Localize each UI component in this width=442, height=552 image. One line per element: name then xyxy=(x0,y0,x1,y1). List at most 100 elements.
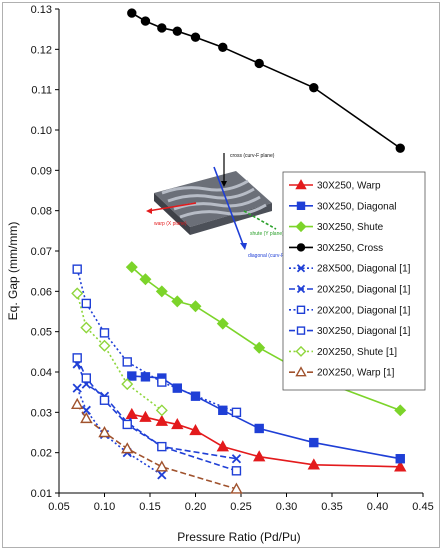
series-8 xyxy=(72,353,242,476)
legend-items: 30X250, Warp 30X250, Diagonal 30X250, Shut… xyxy=(289,179,411,379)
x-tick-label: 0.15 xyxy=(139,501,160,513)
data-point xyxy=(395,454,405,464)
data-point xyxy=(157,377,167,387)
data-point xyxy=(81,298,92,309)
data-point xyxy=(295,179,307,190)
data-point xyxy=(81,373,92,383)
data-point xyxy=(296,201,306,211)
data-point xyxy=(139,273,152,286)
data-point xyxy=(189,300,202,313)
legend-label: 28X500, Diagonal [1] xyxy=(317,264,411,275)
y-tick-label: 0.06 xyxy=(31,286,52,298)
data-point xyxy=(72,264,82,274)
data-point xyxy=(296,264,306,273)
mesh-edge-left xyxy=(154,193,190,235)
legend-label: 20X200, Diagonal [1] xyxy=(317,305,411,316)
data-point xyxy=(296,243,306,252)
y-tick-label: 0.07 xyxy=(31,246,52,258)
y-tick-label: 0.09 xyxy=(31,165,52,177)
legend-label: 30X250, Diagonal xyxy=(317,201,397,212)
data-point xyxy=(230,482,243,494)
data-point xyxy=(157,23,167,33)
y-tick-labels: 0.01 0.02 0.03 0.04 0.05 0.06 0.07 0.08 0.09 0.10… xyxy=(31,4,59,500)
x-tick-labels: 0.05 0.10 0.15 0.20 0.25 0.30 0.35 0.40 0.45 xyxy=(48,493,434,513)
data-point xyxy=(155,404,168,417)
data-point xyxy=(98,339,111,352)
y-tick-label: 0.03 xyxy=(31,407,52,419)
data-point xyxy=(155,460,169,472)
data-point xyxy=(218,42,228,53)
x-tick-label: 0.05 xyxy=(48,501,69,513)
legend-item: 20X200, Diagonal [1] xyxy=(289,305,411,316)
data-point xyxy=(122,419,132,430)
data-point xyxy=(121,378,134,391)
data-point xyxy=(121,442,134,454)
legend-label: 20X250, Shute [1] xyxy=(317,347,397,358)
data-point xyxy=(99,395,110,405)
pressure-ratio-gap-chart: 0.01 0.02 0.03 0.04 0.05 0.06 0.07 0.08 0.09 0.10… xyxy=(6,4,434,544)
x-tick-label: 0.40 xyxy=(367,501,388,513)
data-point xyxy=(231,466,242,476)
y-tick-label: 0.05 xyxy=(31,327,52,339)
legend-label: 30X250, Cross xyxy=(317,243,383,254)
data-point-stroke xyxy=(231,454,242,464)
data-point xyxy=(216,317,229,330)
series-line xyxy=(76,403,237,490)
data-point xyxy=(307,458,320,470)
data-point xyxy=(296,284,306,294)
data-point xyxy=(157,470,167,480)
inset-label-shute: shute (Y plane) xyxy=(250,231,284,237)
data-point xyxy=(190,32,201,42)
y-tick-label: 0.11 xyxy=(31,85,52,97)
data-point xyxy=(395,143,405,153)
mesh-wire-2 xyxy=(167,187,255,203)
data-point xyxy=(71,287,84,300)
warp-arrow xyxy=(147,202,197,212)
data-point xyxy=(253,450,266,462)
legend-item: 30X250, Cross xyxy=(289,243,383,254)
y-tick-label: 0.04 xyxy=(31,367,52,379)
series-line xyxy=(76,293,163,411)
data-point xyxy=(140,372,151,382)
series-7 xyxy=(72,264,242,418)
data-point xyxy=(127,371,137,381)
data-point xyxy=(139,410,152,422)
data-point xyxy=(72,353,82,363)
diagonal-arrow xyxy=(213,166,245,248)
data-point xyxy=(189,424,202,436)
x-tick-label: 0.25 xyxy=(230,501,251,513)
data-point xyxy=(295,366,307,377)
data-point xyxy=(172,26,183,36)
legend-item: 28X500, Diagonal [1] xyxy=(289,264,411,275)
data-point xyxy=(157,441,167,452)
data-point-stroke xyxy=(157,470,167,480)
data-point xyxy=(254,58,264,69)
series-line xyxy=(131,413,401,468)
inset-label-warp: warp (X plane) xyxy=(154,221,187,227)
data-point xyxy=(80,411,93,424)
y-tick-label: 0.12 xyxy=(31,44,52,56)
data-point xyxy=(155,414,169,426)
mesh-wire-1 xyxy=(161,179,249,195)
data-point xyxy=(98,426,111,438)
mesh-wire-4 xyxy=(179,203,267,219)
series-4 xyxy=(127,8,405,153)
data-point xyxy=(127,8,137,18)
data-point xyxy=(254,423,264,434)
legend: 30X250, Warp 30X250, Diagonal 30X250, Shut… xyxy=(282,171,426,391)
series-line xyxy=(76,387,163,476)
data-point-stroke xyxy=(72,383,82,393)
series-5 xyxy=(72,383,167,480)
data-point xyxy=(171,417,184,430)
legend-item: 20X250, Warp [1] xyxy=(289,366,395,379)
series-10 xyxy=(71,397,243,494)
legend-label: 20X250, Warp [1] xyxy=(317,368,395,379)
data-point xyxy=(295,345,307,357)
legend-box xyxy=(282,171,426,391)
data-point-stroke xyxy=(296,284,306,294)
y-tick-label: 0.02 xyxy=(31,448,52,460)
mesh-inset-illustration: cross (curv-F plane) warp (X plane) diag… xyxy=(146,153,300,259)
x-tick-label: 0.30 xyxy=(276,501,297,513)
series-9 xyxy=(71,287,168,417)
data-point xyxy=(309,82,319,93)
